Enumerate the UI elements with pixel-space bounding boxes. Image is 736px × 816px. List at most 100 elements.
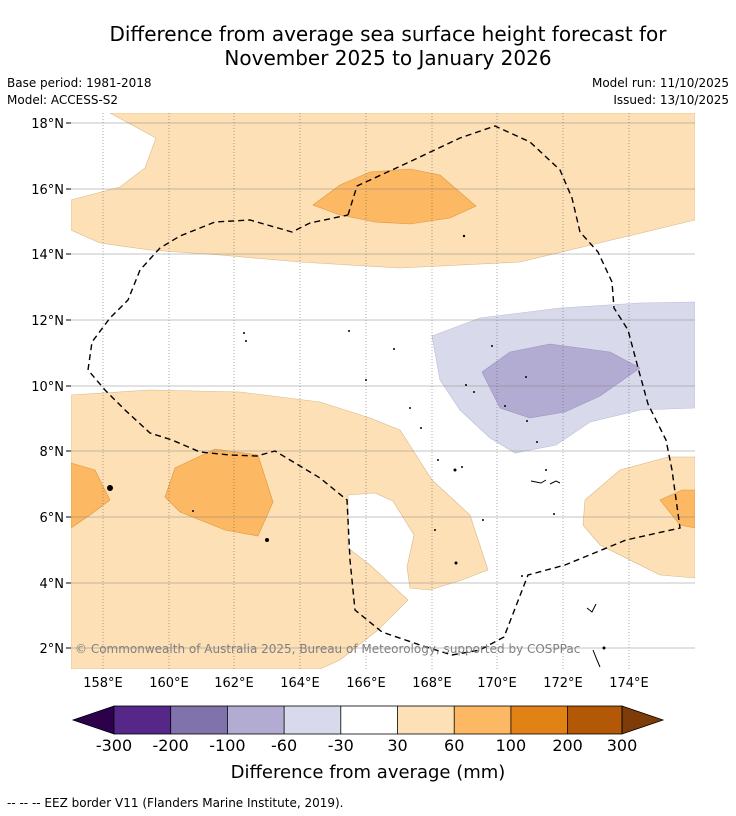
- island: [243, 332, 245, 334]
- meta-right: Model run: 11/10/2025 Issued: 13/10/2025: [592, 75, 729, 109]
- map-plot-area: © Commonwealth of Australia 2025, Bureau…: [71, 113, 695, 669]
- map-title: Difference from average sea surface heig…: [40, 22, 736, 70]
- island: [504, 405, 506, 407]
- lon-label: 168°E: [412, 676, 452, 691]
- island: [348, 330, 350, 332]
- anomaly-60-100-regions: [71, 168, 695, 537]
- island: [521, 575, 523, 577]
- colorbar-tick: -30: [328, 736, 354, 755]
- colorbar-bin: [567, 706, 622, 734]
- island: [265, 538, 269, 542]
- lat-label: 16°N: [31, 183, 64, 198]
- lat-labels: 18°N 16°N 14°N 12°N 10°N 8°N 6°N 4°N 2°N: [31, 117, 64, 657]
- lat-label: 10°N: [31, 380, 64, 395]
- island: [434, 529, 436, 531]
- colorbar-bin: [284, 706, 341, 734]
- island-outline: [592, 649, 601, 668]
- eez-border: [87, 125, 681, 656]
- island: [453, 468, 457, 472]
- colorbar: -300 -200 -100 -60 -30 30 60 100 200 300…: [71, 705, 665, 783]
- colorbar-tick: 60: [444, 736, 464, 755]
- lon-label: 158°E: [83, 676, 123, 691]
- island-outline: [530, 479, 547, 484]
- island: [482, 519, 484, 521]
- colorbar-tick: 200: [552, 736, 583, 755]
- west-orange-patch: [164, 448, 274, 537]
- colorbar-bin: [340, 706, 398, 734]
- meta-left: Base period: 1981-2018 Model: ACCESS-S2: [7, 75, 152, 109]
- lat-label: 14°N: [31, 248, 64, 263]
- model-name: Model: ACCESS-S2: [7, 93, 119, 107]
- island: [192, 510, 194, 512]
- lat-ticks: [66, 122, 71, 649]
- lon-labels: 158°E 160°E 162°E 164°E 166°E 168°E 170°…: [83, 676, 649, 691]
- lat-label: 18°N: [31, 117, 64, 132]
- colorbar-arrow-low: [71, 705, 115, 735]
- lon-label: 170°E: [477, 676, 517, 691]
- island: [107, 485, 113, 491]
- issued-date: Issued: 13/10/2025: [613, 93, 729, 107]
- left-edge-orange-patch: [71, 462, 111, 529]
- colorbar-bin: [454, 706, 511, 734]
- north-orange-patch: [312, 168, 477, 225]
- lon-label: 166°E: [346, 676, 386, 691]
- island: [545, 469, 547, 471]
- island: [491, 345, 493, 347]
- colorbar-bin: [397, 706, 455, 734]
- south-east-region: [582, 456, 695, 579]
- island: [461, 466, 463, 468]
- lat-label: 6°N: [40, 511, 65, 526]
- lat-label: 12°N: [31, 314, 64, 329]
- colorbar-tick: -300: [96, 736, 132, 755]
- island: [365, 379, 367, 381]
- colorbar-ticks: -300 -200 -100 -60 -30 30 60 100 200 300: [96, 736, 637, 755]
- lat-label: 2°N: [40, 642, 65, 657]
- lat-label: 8°N: [40, 445, 65, 460]
- island: [393, 348, 395, 350]
- lon-label: 160°E: [149, 676, 189, 691]
- copyright-notice: © Commonwealth of Australia 2025, Bureau…: [75, 642, 580, 656]
- model-run: Model run: 11/10/2025: [591, 76, 729, 90]
- lon-label: 174°E: [609, 676, 649, 691]
- lon-label: 164°E: [280, 676, 320, 691]
- lon-label: 162°E: [214, 676, 254, 691]
- islands: [107, 234, 606, 650]
- colorbar-bin: [510, 706, 568, 734]
- colorbar-tick: -100: [209, 736, 245, 755]
- latitude-gridlines: [71, 122, 695, 649]
- colorbar-label: Difference from average (mm): [231, 762, 506, 783]
- base-period: Base period: 1981-2018: [7, 76, 152, 90]
- island-outline: [549, 480, 561, 485]
- island: [553, 513, 555, 515]
- colorbar-bin: [170, 706, 228, 734]
- colorbar-tick: -60: [271, 736, 297, 755]
- colorbar-tick: -200: [153, 736, 189, 755]
- title-line-2: November 2025 to January 2026: [224, 46, 552, 70]
- island: [437, 459, 439, 461]
- south-west-region: [71, 389, 489, 669]
- lat-label: 4°N: [40, 577, 65, 592]
- island-outlines: [530, 479, 601, 668]
- colorbar-tick: 300: [607, 736, 638, 755]
- island: [473, 391, 475, 393]
- island: [462, 234, 466, 238]
- island: [536, 441, 538, 443]
- lon-label: 172°E: [543, 676, 583, 691]
- colorbar-tick: 100: [496, 736, 527, 755]
- island: [602, 646, 606, 650]
- island: [525, 376, 527, 378]
- island: [245, 340, 247, 342]
- colorbar-bin: [227, 706, 285, 734]
- colorbar-arrow-high: [621, 705, 665, 735]
- island: [465, 384, 467, 386]
- island-outline: [586, 603, 597, 613]
- colorbar-tick: 30: [387, 736, 407, 755]
- island: [420, 427, 422, 429]
- island: [454, 561, 458, 565]
- anomaly-minus60-minus100-region: [481, 343, 641, 419]
- colorbar-bin: [114, 706, 171, 734]
- island: [409, 407, 411, 409]
- title-line-1: Difference from average sea surface heig…: [109, 22, 667, 46]
- eez-legend-footer: -- -- -- EEZ border V11 (Flanders Marine…: [7, 796, 344, 810]
